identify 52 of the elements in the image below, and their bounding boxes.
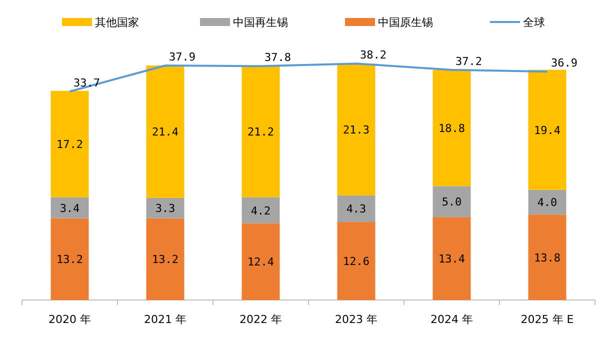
data-label: 19.4 bbox=[534, 124, 561, 137]
data-label: 33.7 bbox=[74, 76, 100, 90]
bar bbox=[337, 222, 376, 300]
data-label: 37.8 bbox=[264, 51, 291, 64]
bar bbox=[146, 65, 184, 198]
x-tick-label: 2020 年 bbox=[48, 313, 91, 326]
bar bbox=[146, 198, 184, 218]
legend-label: 其他国家 bbox=[95, 16, 139, 29]
bar bbox=[528, 70, 566, 190]
legend-label: 中国再生锡 bbox=[233, 16, 288, 29]
data-label: 3.4 bbox=[60, 202, 80, 215]
bar bbox=[432, 70, 471, 186]
data-label: 3.3 bbox=[155, 202, 176, 216]
bar bbox=[432, 217, 471, 300]
x-tick-label: 2025 年 E bbox=[520, 313, 574, 326]
bar bbox=[50, 197, 89, 218]
data-label: 12.4 bbox=[248, 256, 274, 269]
bar bbox=[146, 218, 184, 300]
bar bbox=[50, 218, 89, 300]
bar bbox=[432, 186, 471, 218]
bar bbox=[242, 197, 280, 224]
bar bbox=[337, 64, 376, 196]
data-label: 4.2 bbox=[250, 204, 271, 218]
data-label: 4.3 bbox=[346, 202, 366, 216]
data-label: 17.2 bbox=[56, 138, 83, 152]
data-label: 37.2 bbox=[456, 54, 482, 68]
data-label: 13.4 bbox=[438, 252, 466, 266]
bar bbox=[528, 190, 566, 215]
data-label: 37.9 bbox=[169, 50, 196, 64]
bar bbox=[242, 66, 280, 198]
data-label: 13.8 bbox=[534, 251, 560, 264]
data-label: 21.4 bbox=[152, 126, 179, 139]
x-tick-label: 2024 年 bbox=[430, 313, 473, 326]
data-label: 13.2 bbox=[152, 253, 178, 266]
data-label: 4.0 bbox=[537, 196, 558, 210]
bar bbox=[242, 223, 280, 300]
bar bbox=[50, 90, 89, 198]
legend-label: 中国原生锡 bbox=[378, 16, 433, 29]
legend-label: 全球 bbox=[523, 16, 545, 29]
bar bbox=[337, 195, 376, 222]
data-label: 13.2 bbox=[56, 253, 83, 266]
data-label: 12.6 bbox=[343, 255, 370, 268]
data-label: 38.2 bbox=[360, 48, 386, 62]
x-tick-label: 2021 年 bbox=[144, 313, 186, 326]
data-label: 36.9 bbox=[551, 56, 578, 70]
data-label: 21.2 bbox=[248, 126, 274, 139]
data-label: 21.3 bbox=[343, 124, 370, 137]
bar bbox=[528, 214, 566, 300]
x-tick-label: 2022 年 bbox=[240, 313, 282, 326]
data-label: 5.0 bbox=[442, 196, 462, 209]
data-label: 18.8 bbox=[438, 122, 465, 135]
x-tick-label: 2023 年 bbox=[335, 313, 378, 326]
